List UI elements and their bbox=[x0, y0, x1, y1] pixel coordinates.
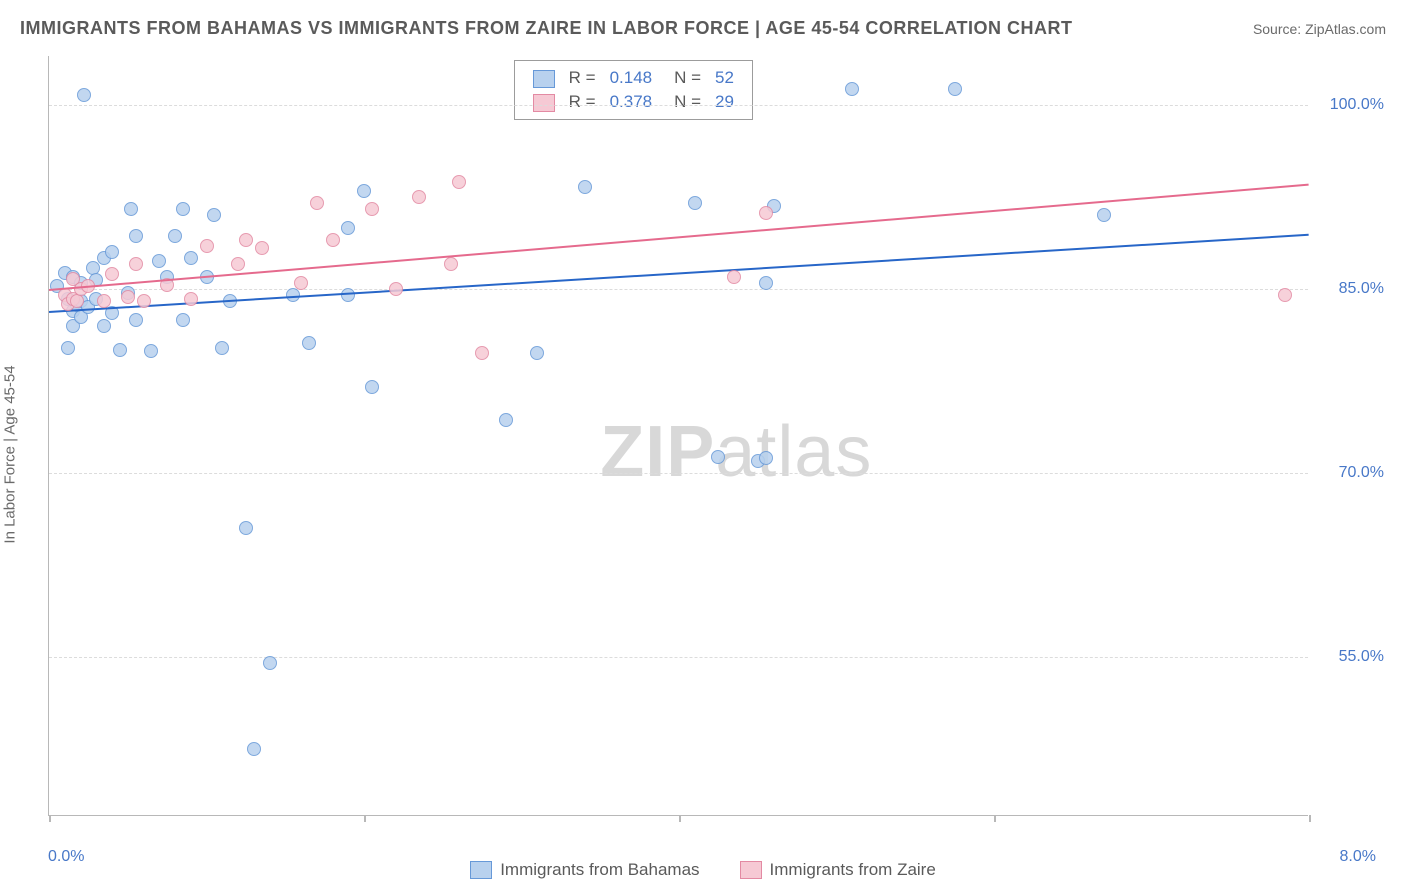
data-point bbox=[310, 196, 324, 210]
data-point bbox=[759, 451, 773, 465]
data-point bbox=[711, 450, 725, 464]
series-legend: 0.0% Immigrants from Bahamas Immigrants … bbox=[0, 860, 1406, 880]
x-min-label: 0.0% bbox=[48, 848, 84, 866]
data-point bbox=[326, 233, 340, 247]
data-point bbox=[184, 251, 198, 265]
data-point bbox=[475, 346, 489, 360]
x-tick bbox=[364, 815, 366, 822]
gridline bbox=[49, 657, 1308, 658]
data-point bbox=[341, 221, 355, 235]
data-point bbox=[231, 257, 245, 271]
data-point bbox=[105, 245, 119, 259]
gridline bbox=[49, 289, 1308, 290]
data-point bbox=[152, 254, 166, 268]
legend-item-zaire: Immigrants from Zaire bbox=[740, 860, 936, 880]
data-point bbox=[845, 82, 859, 96]
data-point bbox=[530, 346, 544, 360]
data-point bbox=[176, 313, 190, 327]
data-point bbox=[215, 341, 229, 355]
data-point bbox=[294, 276, 308, 290]
swatch-bahamas bbox=[470, 861, 492, 879]
x-tick bbox=[994, 815, 996, 822]
data-point bbox=[255, 241, 269, 255]
data-point bbox=[70, 294, 84, 308]
data-point bbox=[129, 229, 143, 243]
data-point bbox=[365, 202, 379, 216]
y-tick-label: 55.0% bbox=[1339, 648, 1384, 666]
data-point bbox=[412, 190, 426, 204]
data-point bbox=[302, 336, 316, 350]
source-label: Source: ZipAtlas.com bbox=[1253, 21, 1386, 37]
correlation-legend: R =0.148N =52R =0.378N =29 bbox=[514, 60, 753, 120]
data-point bbox=[499, 413, 513, 427]
y-axis-label: In Labor Force | Age 45-54 bbox=[2, 365, 19, 543]
data-point bbox=[1097, 208, 1111, 222]
data-point bbox=[357, 184, 371, 198]
data-point bbox=[263, 656, 277, 670]
data-point bbox=[759, 206, 773, 220]
data-point bbox=[77, 88, 91, 102]
data-point bbox=[727, 270, 741, 284]
y-tick-label: 70.0% bbox=[1339, 464, 1384, 482]
data-point bbox=[759, 276, 773, 290]
data-point bbox=[168, 229, 182, 243]
data-point bbox=[97, 294, 111, 308]
data-point bbox=[247, 742, 261, 756]
legend-label-bahamas: Immigrants from Bahamas bbox=[500, 860, 699, 880]
data-point bbox=[239, 233, 253, 247]
data-point bbox=[121, 290, 135, 304]
data-point bbox=[184, 292, 198, 306]
swatch-zaire bbox=[740, 861, 762, 879]
data-point bbox=[365, 380, 379, 394]
legend-label-zaire: Immigrants from Zaire bbox=[770, 860, 936, 880]
chart-title: IMMIGRANTS FROM BAHAMAS VS IMMIGRANTS FR… bbox=[20, 18, 1073, 39]
data-point bbox=[1278, 288, 1292, 302]
data-point bbox=[137, 294, 151, 308]
watermark: ZIPatlas bbox=[600, 411, 872, 493]
trend-line bbox=[49, 183, 1309, 291]
y-tick-label: 85.0% bbox=[1339, 280, 1384, 298]
data-point bbox=[389, 282, 403, 296]
data-point bbox=[688, 196, 702, 210]
data-point bbox=[176, 202, 190, 216]
x-tick bbox=[679, 815, 681, 822]
data-point bbox=[113, 343, 127, 357]
scatter-plot: ZIPatlas R =0.148N =52R =0.378N =29 55.0… bbox=[48, 56, 1308, 816]
data-point bbox=[144, 344, 158, 358]
data-point bbox=[948, 82, 962, 96]
data-point bbox=[129, 313, 143, 327]
x-max-label: 8.0% bbox=[1340, 848, 1376, 866]
data-point bbox=[578, 180, 592, 194]
data-point bbox=[200, 239, 214, 253]
data-point bbox=[61, 341, 75, 355]
data-point bbox=[239, 521, 253, 535]
data-point bbox=[129, 257, 143, 271]
data-point bbox=[124, 202, 138, 216]
data-point bbox=[207, 208, 221, 222]
x-tick bbox=[1309, 815, 1311, 822]
y-tick-label: 100.0% bbox=[1330, 96, 1384, 114]
data-point bbox=[444, 257, 458, 271]
legend-item-bahamas: Immigrants from Bahamas bbox=[470, 860, 699, 880]
data-point bbox=[452, 175, 466, 189]
data-point bbox=[97, 319, 111, 333]
x-tick bbox=[49, 815, 51, 822]
gridline bbox=[49, 105, 1308, 106]
gridline bbox=[49, 473, 1308, 474]
data-point bbox=[105, 267, 119, 281]
